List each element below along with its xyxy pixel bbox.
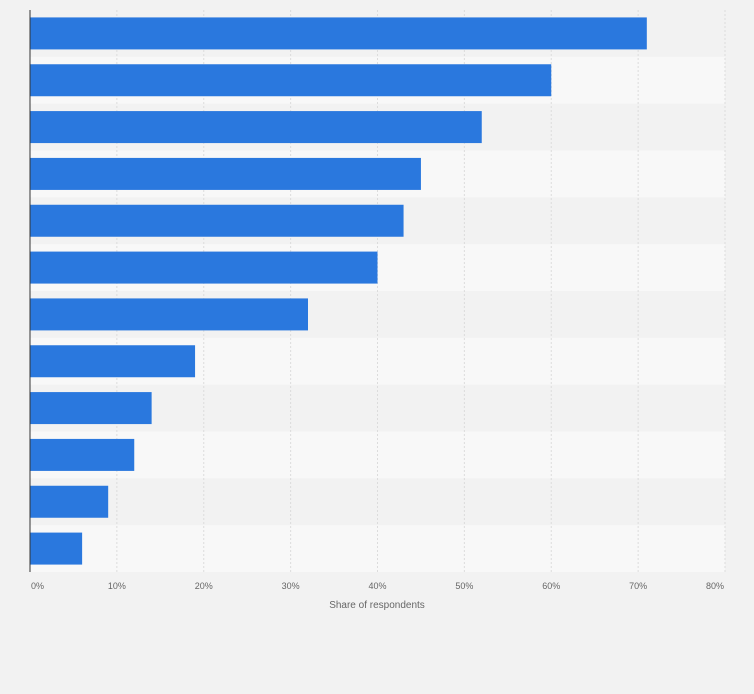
bar[interactable] xyxy=(30,438,135,471)
bar[interactable] xyxy=(30,157,421,190)
gridlines xyxy=(116,10,726,572)
bar[interactable] xyxy=(30,204,404,237)
bar[interactable] xyxy=(30,17,647,50)
x-tick-label: 30% xyxy=(282,581,300,591)
x-tick-label: 20% xyxy=(195,581,213,591)
bar[interactable] xyxy=(30,485,109,518)
x-tick-label: 10% xyxy=(108,581,126,591)
bar[interactable] xyxy=(30,345,196,378)
bar[interactable] xyxy=(30,251,378,284)
x-tick-label: 0% xyxy=(31,581,44,591)
x-tick-label: 50% xyxy=(455,581,473,591)
bar[interactable] xyxy=(30,64,552,97)
x-tick-label: 40% xyxy=(368,581,386,591)
bar[interactable] xyxy=(30,111,482,144)
row-band xyxy=(30,525,725,572)
bar[interactable] xyxy=(30,298,308,331)
x-tick-label: 70% xyxy=(629,581,647,591)
bars xyxy=(30,17,647,565)
bar[interactable] xyxy=(30,392,152,425)
x-tick-labels: 0% 10% 20% 30% 40% 50% 60% 70% 80% xyxy=(31,581,724,591)
x-tick-label: 80% xyxy=(706,581,724,591)
bar[interactable] xyxy=(30,532,83,565)
x-axis-label: Share of respondents xyxy=(329,600,425,611)
x-tick-label: 60% xyxy=(542,581,560,591)
